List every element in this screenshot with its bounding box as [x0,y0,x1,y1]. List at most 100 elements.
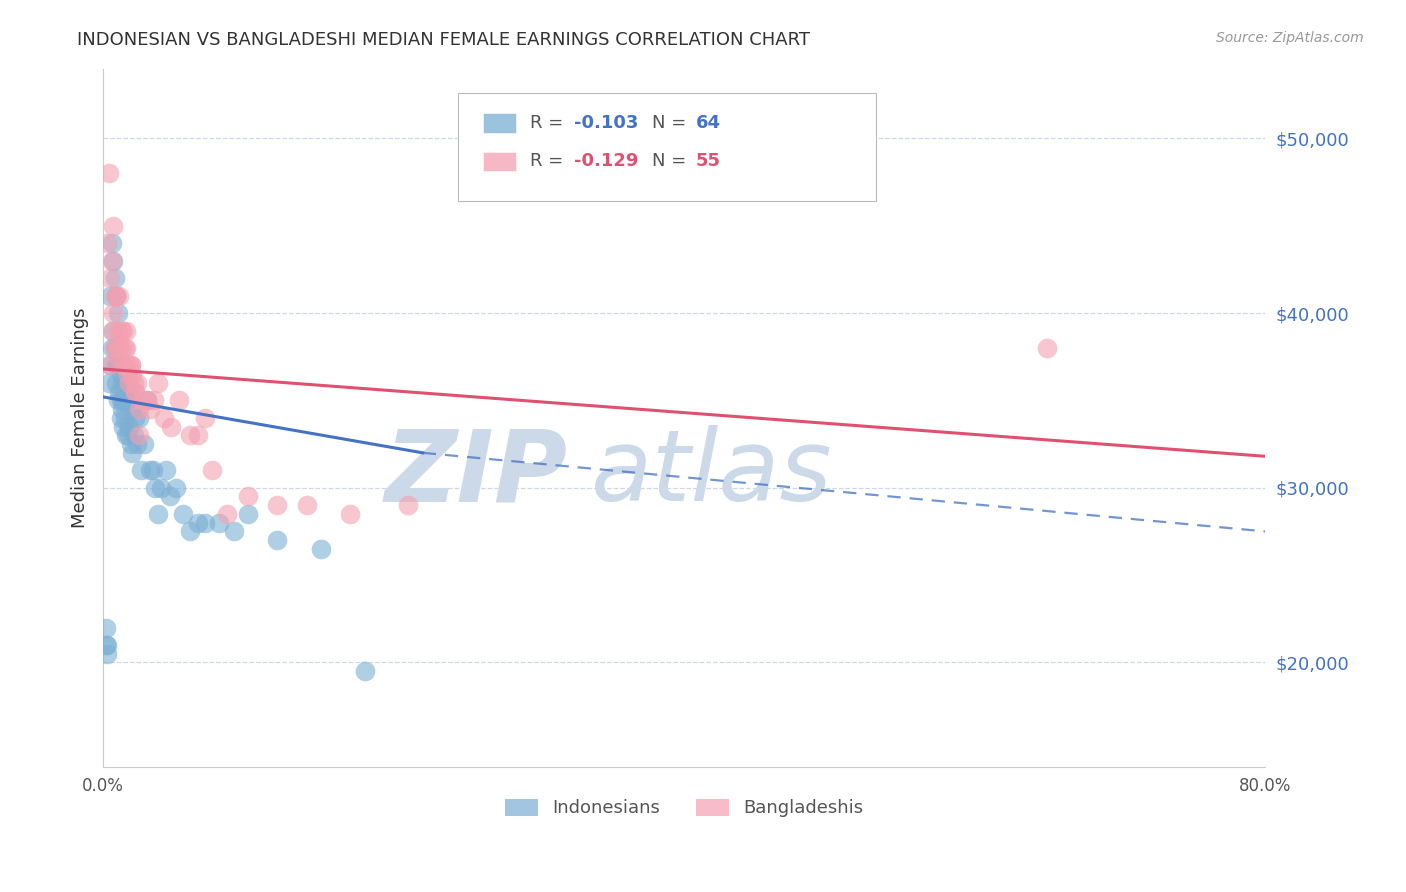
Point [396,498,419,512]
Point [353,664,375,678]
Point [107,324,129,338]
Point [108,341,131,355]
Point [128,428,150,442]
Point [155,463,177,477]
Point [120,359,142,373]
Point [132,437,155,451]
Point [194,516,217,530]
Point [108,288,131,302]
Point [165,481,187,495]
Point [118,376,141,390]
Point [118,359,141,373]
Bar [484,152,516,171]
Point [111,359,134,373]
Text: R =: R = [530,114,568,132]
Point [96,638,118,652]
Point [97,376,120,390]
Point [105,376,128,390]
Point [128,410,150,425]
Point [96,647,118,661]
Point [110,324,132,338]
Point [107,393,129,408]
Point [114,410,136,425]
Point [117,428,139,442]
Point [121,402,143,417]
Point [94,620,117,634]
Point [138,463,160,477]
Point [101,341,124,355]
Text: -0.129: -0.129 [574,153,638,170]
Point [135,393,157,408]
Point [295,498,318,512]
Point [115,393,138,408]
Point [179,428,201,442]
Point [121,446,143,460]
Point [238,490,260,504]
Point [172,507,194,521]
Text: INDONESIAN VS BANGLADESHI MEDIAN FEMALE EARNINGS CORRELATION CHART: INDONESIAN VS BANGLADESHI MEDIAN FEMALE … [77,31,810,49]
Point [101,236,124,251]
Point [339,507,361,521]
Point [115,428,138,442]
Point [97,166,120,180]
Point [105,288,128,302]
Point [153,410,176,425]
Point [104,271,127,285]
Point [266,498,288,512]
Text: atlas: atlas [592,425,832,523]
Point [110,368,132,382]
Point [201,463,224,477]
Point [100,288,122,302]
Point [103,306,125,320]
Point [115,324,138,338]
Point [94,638,117,652]
Point [129,463,152,477]
Point [114,359,136,373]
Point [148,376,170,390]
Text: ZIP: ZIP [385,425,568,523]
Point [107,350,129,364]
Point [104,341,127,355]
Point [100,359,122,373]
Point [125,437,148,451]
Point [96,236,118,251]
Text: 55: 55 [696,153,721,170]
Point [143,393,166,408]
Point [114,341,136,355]
Point [1036,341,1059,355]
Point [128,402,150,417]
Point [122,428,145,442]
Point [118,384,141,399]
Point [138,402,160,417]
Text: N =: N = [652,114,692,132]
Point [179,524,201,539]
Point [107,359,129,373]
Point [121,368,143,382]
Point [112,393,135,408]
Point [105,359,128,373]
Text: 64: 64 [696,114,721,132]
Text: -0.103: -0.103 [574,114,638,132]
Point [103,219,125,233]
Point [238,507,260,521]
Point [141,463,163,477]
Text: R =: R = [530,153,568,170]
Point [104,288,127,302]
Point [112,324,135,338]
Point [111,341,134,355]
Point [107,306,129,320]
Point [105,288,128,302]
Point [135,393,157,408]
Point [100,359,122,373]
Point [108,384,131,399]
Point [148,507,170,521]
Point [266,533,288,548]
Point [187,516,209,530]
Point [159,490,181,504]
Point [208,516,231,530]
Bar [484,113,516,133]
FancyBboxPatch shape [457,93,876,202]
Point [111,376,134,390]
Point [122,376,145,390]
Point [103,324,125,338]
